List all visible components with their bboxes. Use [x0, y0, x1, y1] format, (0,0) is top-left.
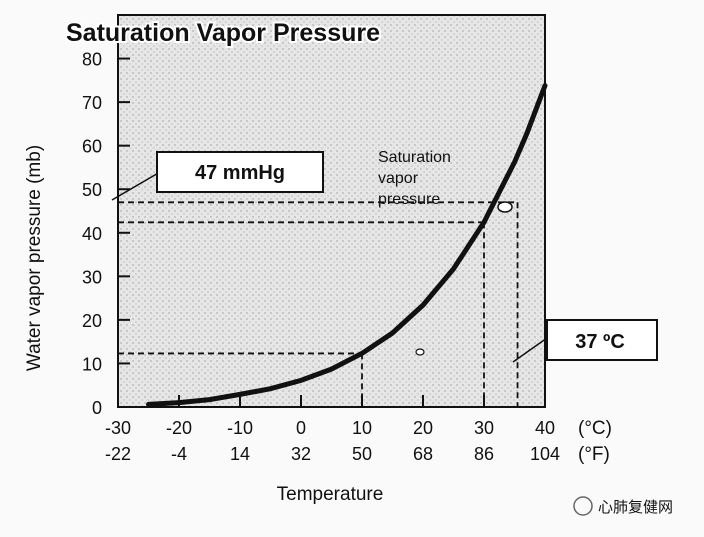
- x-tick-label-fahrenheit: 14: [230, 444, 250, 464]
- watermark: 心肺复健网: [573, 496, 673, 516]
- plot-area: [117, 14, 546, 408]
- temperature-box-label: 37 ºC: [575, 331, 625, 353]
- unit-celsius: (°C): [578, 418, 612, 439]
- x-tick-label-fahrenheit: 104: [530, 444, 560, 464]
- x-tick-label-fahrenheit: 68: [413, 444, 433, 464]
- y-tick-label: 80: [82, 50, 102, 70]
- pressure-box-label: 47 mmHg: [195, 162, 285, 184]
- x-axis-label: Temperature: [277, 484, 384, 505]
- unit-fahrenheit: (°F): [578, 444, 610, 465]
- x-tick-label-celsius: -30: [105, 418, 131, 438]
- x-tick-label-fahrenheit: -22: [105, 444, 131, 464]
- x-tick-label-fahrenheit: 32: [291, 444, 311, 464]
- x-tick-label-fahrenheit: -4: [171, 444, 187, 464]
- x-axis-ticks: -30 -22 -20 -4 -10 14 0 32 10 50 20 68 30 86 40 104: [105, 395, 560, 464]
- y-tick-label: 40: [82, 224, 102, 244]
- x-tick-label-celsius: 0: [296, 418, 306, 438]
- y-tick-label: 50: [82, 180, 102, 200]
- x-tick-label-celsius: 40: [535, 418, 555, 438]
- x-tick-label-celsius: 30: [474, 418, 494, 438]
- watermark-logo-icon: [573, 496, 593, 516]
- curve-label-line-1: Saturation: [378, 149, 451, 166]
- intersection-marker: [497, 201, 513, 213]
- watermark-text: 心肺复健网: [598, 498, 673, 516]
- y-tick-label: 0: [92, 398, 102, 418]
- temperature-annotation: 37 ºC: [512, 319, 658, 363]
- chart-title: Saturation Vapor Pressure: [66, 19, 380, 47]
- curve-label-line-3: pressure: [378, 191, 440, 208]
- x-tick-label-fahrenheit: 86: [474, 444, 494, 464]
- reference-lines: [118, 201, 519, 407]
- pressure-annotation: 47 mmHg: [111, 151, 324, 201]
- x-tick-label-celsius: -20: [166, 418, 192, 438]
- y-tick-label: 10: [82, 354, 102, 374]
- small-marker: [415, 348, 425, 356]
- curve-label: Saturation vapor pressure: [378, 149, 455, 208]
- x-tick-label-fahrenheit: 50: [352, 444, 372, 464]
- y-axis-label: Water vapor pressure (mb): [24, 145, 45, 371]
- y-axis-ticks: 0 10 20 30 40 50 60 70 80: [82, 50, 130, 418]
- x-tick-label-celsius: 20: [413, 418, 433, 438]
- y-tick-label: 30: [82, 267, 102, 287]
- curve-label-line-2: vapor: [378, 170, 419, 187]
- y-tick-label: 60: [82, 137, 102, 157]
- x-tick-label-celsius: 10: [352, 418, 372, 438]
- x-tick-label-celsius: -10: [227, 418, 253, 438]
- saturation-curve: [146, 83, 548, 407]
- y-tick-label: 20: [82, 311, 102, 331]
- y-tick-label: 70: [82, 93, 102, 113]
